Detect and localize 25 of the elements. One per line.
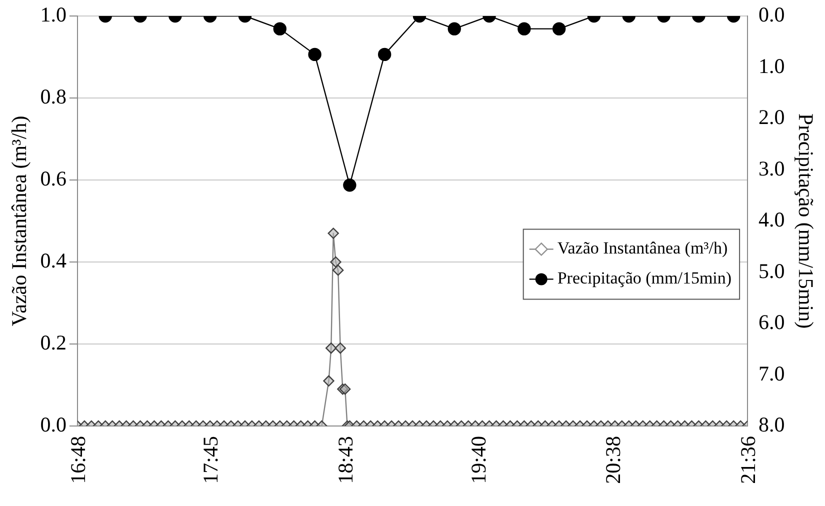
y2-tick-label: 1.0 <box>758 54 785 78</box>
y-tick-label: 0.4 <box>40 248 67 273</box>
y2-tick-label: 2.0 <box>758 105 785 130</box>
y2-axis-title: Precipitação (mm/15min) <box>794 113 818 329</box>
legend-label: Precipitação (mm/15min) <box>557 268 732 288</box>
y2-tick-label: 8.0 <box>758 412 785 437</box>
y-axis-title: Vazão Instantânea (m³/h) <box>7 116 32 326</box>
x-tick-label: 18:43 <box>334 436 358 484</box>
x-tick-label: 17:45 <box>198 436 223 484</box>
x-tick-label: 19:40 <box>466 436 490 484</box>
y2-tick-label: 3.0 <box>758 156 785 180</box>
y2-tick-label: 7.0 <box>758 361 785 386</box>
legend-label: Vazão Instantânea (m³/h) <box>557 238 728 258</box>
y2-tick-label: 0.0 <box>758 2 785 27</box>
y-tick-label: 0.6 <box>40 166 66 191</box>
y-tick-label: 0.0 <box>40 412 66 437</box>
y-tick-label: 0.8 <box>40 84 66 109</box>
y2-tick-label: 6.0 <box>758 310 785 334</box>
x-tick-label: 21:36 <box>736 436 760 484</box>
y-tick-label: 1.0 <box>40 2 66 27</box>
y-tick-label: 0.2 <box>40 330 66 355</box>
y2-tick-label: 5.0 <box>758 258 785 283</box>
y2-tick-label: 4.0 <box>758 208 785 232</box>
x-tick-label: 16:48 <box>66 436 90 484</box>
x-tick-label: 20:38 <box>601 436 626 484</box>
